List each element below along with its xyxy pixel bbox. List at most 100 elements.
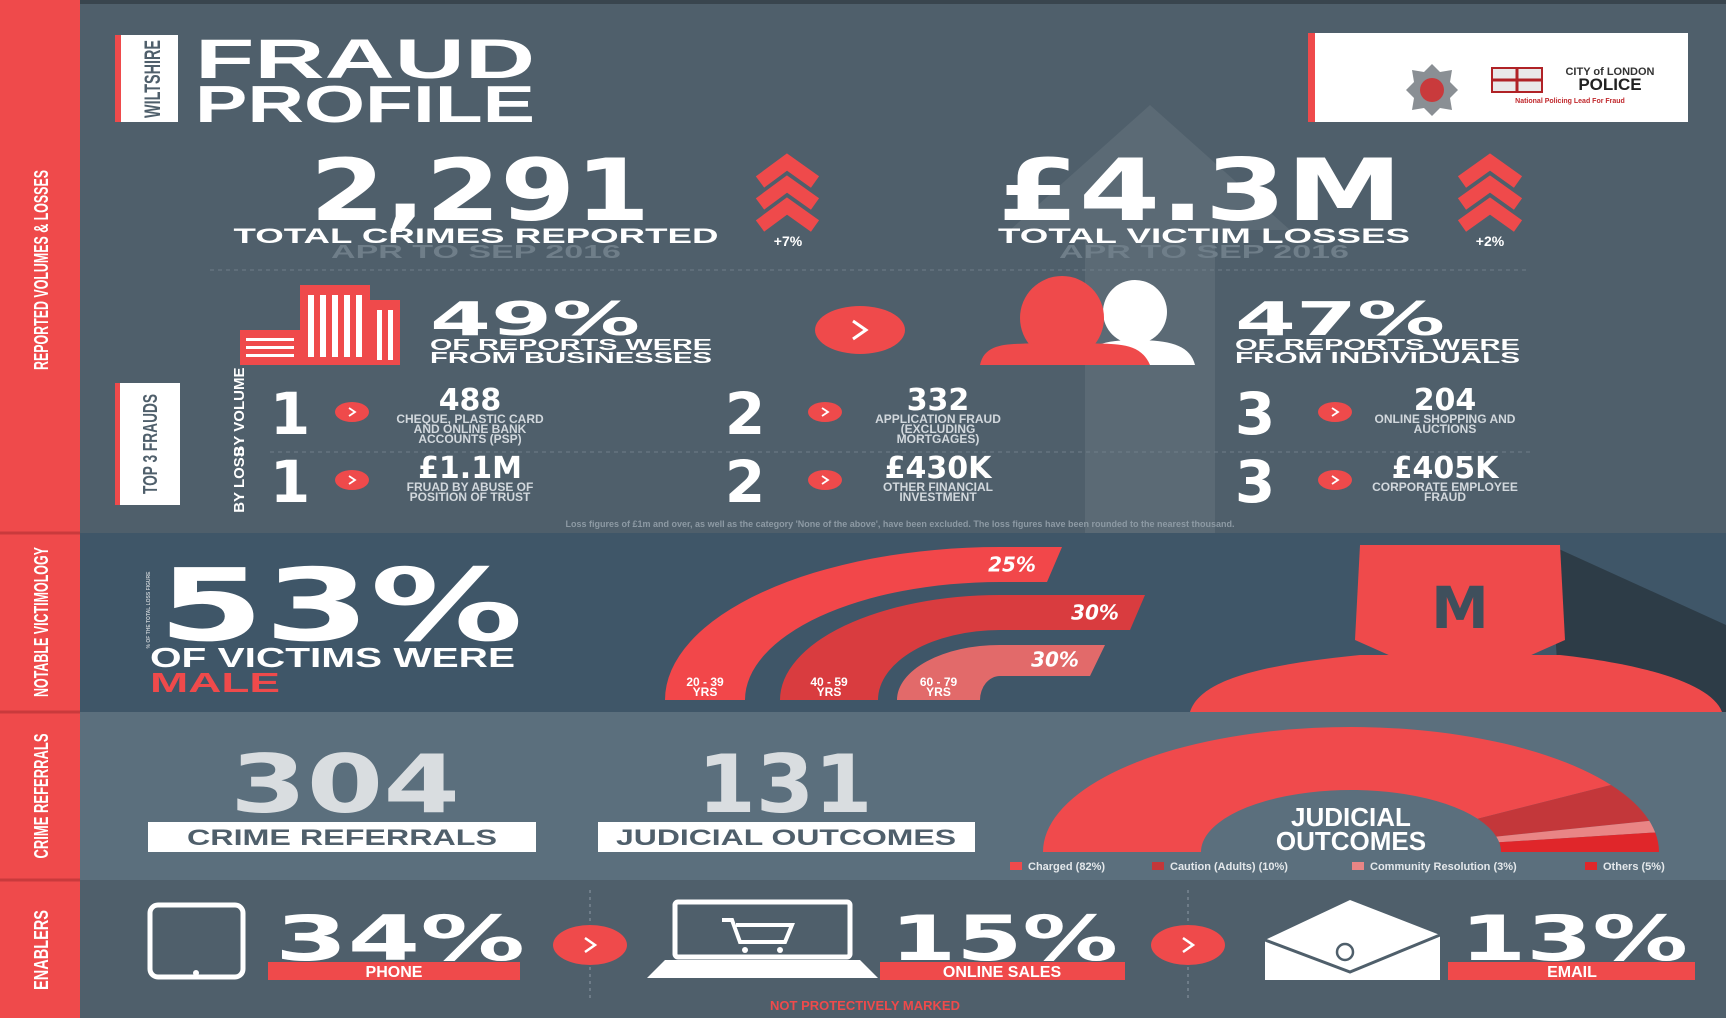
cart-wheel <box>742 947 748 953</box>
legend-label: Charged (82%) <box>1028 861 1105 873</box>
fraud-value: 488 <box>439 383 502 418</box>
age-label: YRS <box>693 685 718 699</box>
enabler-bar <box>1448 962 1695 980</box>
age-share: 30% <box>1031 648 1079 672</box>
building-icon <box>240 285 400 365</box>
laptop-screen <box>672 899 853 960</box>
building <box>370 300 400 365</box>
rank: 1 <box>270 380 310 448</box>
chevron <box>755 175 820 210</box>
people-icon <box>980 276 1195 365</box>
phone-button <box>193 970 199 976</box>
total-value: 2,291 <box>310 141 650 241</box>
legend-swatch <box>1152 862 1164 870</box>
referral-value: 131 <box>698 738 873 831</box>
total-period: APR TO SEP 2016 <box>331 242 621 262</box>
legend-swatch <box>1352 862 1364 870</box>
fraud-description: CHEQUE, PLASTIC CARD <box>396 412 544 426</box>
logo-text: National Policing Lead For Fraud <box>1515 98 1625 105</box>
arrow-pill <box>1318 470 1352 490</box>
increase-chevrons <box>1457 153 1523 232</box>
enabler-label: ONLINE SALES <box>943 964 1062 981</box>
silhouette-body <box>1190 655 1722 712</box>
legend-swatch <box>1585 862 1597 870</box>
row-label: BY LOSS <box>231 447 248 513</box>
fraud-description: ONLINE SHOPPING AND <box>1375 412 1516 426</box>
rank: 2 <box>725 380 765 448</box>
fraud-description: APPLICATION FRAUD <box>875 412 1001 426</box>
donut-segment <box>1477 785 1650 837</box>
person <box>1020 276 1104 360</box>
referral-value: 304 <box>230 738 460 831</box>
arrow-pill <box>335 470 369 490</box>
enabler-bar <box>268 962 520 980</box>
row-label: BY VOLUME <box>231 368 248 457</box>
victim-value: 53% <box>158 547 523 664</box>
top-frauds-title: TOP 3 FRAUDS <box>140 394 162 494</box>
age-label: 40 - 59 <box>810 675 848 689</box>
legend-label: Caution (Adults) (10%) <box>1170 861 1288 873</box>
referral-label-box <box>148 822 536 852</box>
legend-swatch <box>1010 862 1022 870</box>
enabler-label: PHONE <box>366 964 423 981</box>
referral-label: JUDICIAL OUTCOMES <box>616 825 956 850</box>
legend-label: Others (5%) <box>1603 861 1665 873</box>
top-frauds-box <box>115 383 180 505</box>
cart-wheel <box>777 947 783 953</box>
email-at <box>1335 942 1355 962</box>
report-value: 47% <box>1235 292 1445 346</box>
arrow-icon <box>821 407 830 417</box>
report-text: FROM BUSINESSES <box>430 350 713 367</box>
sidebar <box>0 0 80 1018</box>
victim-note: % OF THE TOTAL LOSS FIGURE <box>146 571 152 649</box>
fraud-description: OTHER FINANCIAL <box>883 480 993 494</box>
age-arc <box>780 595 1145 700</box>
arrow-pill <box>1151 925 1225 965</box>
referral-label: CRIME REFERRALS <box>187 825 497 850</box>
sidebar-label: NOTABLE VICTIMOLOGY <box>31 547 53 697</box>
chevron <box>1457 175 1523 210</box>
chevron <box>755 153 820 188</box>
arrow-pill <box>1318 402 1352 422</box>
fraud-description: (EXCLUDING <box>901 422 976 436</box>
fraud-description: POSITION OF TRUST <box>410 490 531 504</box>
person <box>1103 280 1167 344</box>
arrow-icon <box>852 319 869 341</box>
fraud-description: AUCTIONS <box>1414 422 1477 436</box>
silhouette-badge: M <box>1431 574 1489 642</box>
area-label: WILTSHIRE <box>140 40 165 118</box>
silhouette-head <box>1355 545 1565 660</box>
total-change: +7% <box>774 233 803 249</box>
arrow-pill <box>808 402 842 422</box>
legend-label: Community Resolution (3%) <box>1370 861 1517 873</box>
windows <box>246 295 393 360</box>
email-flap <box>1264 933 1441 974</box>
age-share: 30% <box>1071 601 1119 625</box>
chevron <box>1457 153 1523 188</box>
sidebar-label: REPORTED VOLUMES & LOSSES <box>31 170 53 370</box>
logo-accent <box>1308 33 1315 122</box>
victim-text: OF VICTIMS WERE <box>150 642 515 673</box>
logo-text: CITY of LONDON <box>1565 66 1654 78</box>
report-text: OF REPORTS WERE <box>1235 337 1521 354</box>
report-value: 49% <box>430 292 640 346</box>
rank: 3 <box>1235 448 1275 516</box>
laptop-base <box>647 960 878 978</box>
total-change: +2% <box>1476 233 1505 249</box>
enabler-label: EMAIL <box>1547 964 1597 981</box>
area-accent <box>115 35 121 122</box>
age-share: 25% <box>988 553 1036 577</box>
age-arc <box>665 547 1062 700</box>
total-value: £4.3M <box>998 141 1403 241</box>
age-label: 60 - 79 <box>920 675 958 689</box>
total-label: TOTAL VICTIM LOSSES <box>998 225 1410 248</box>
enabler-bar <box>880 962 1125 980</box>
email-icon <box>1265 900 1440 980</box>
arrow-icon <box>1331 407 1340 417</box>
fraud-value: £405K <box>1392 451 1500 486</box>
increase-chevrons <box>755 153 820 232</box>
fraud-description: FRUAD BY ABUSE OF <box>407 480 534 494</box>
person <box>980 343 1150 365</box>
